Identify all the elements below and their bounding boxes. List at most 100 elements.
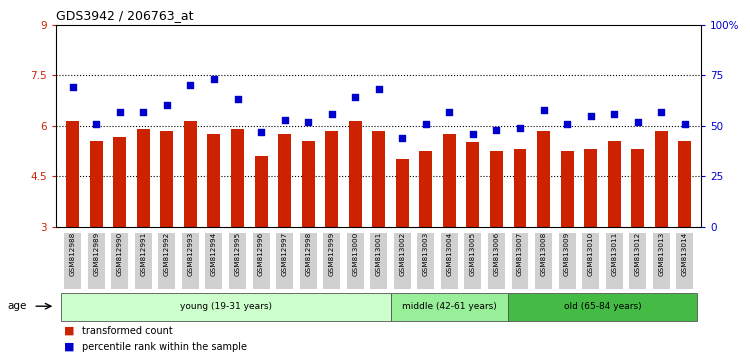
Point xyxy=(184,82,196,88)
FancyBboxPatch shape xyxy=(559,233,575,289)
Bar xyxy=(372,131,386,227)
Point xyxy=(350,95,361,100)
Point xyxy=(443,109,455,114)
Text: GSM812996: GSM812996 xyxy=(258,232,264,276)
Bar xyxy=(560,151,574,227)
Text: young (19-31 years): young (19-31 years) xyxy=(180,302,272,311)
Text: percentile rank within the sample: percentile rank within the sample xyxy=(82,342,248,352)
FancyBboxPatch shape xyxy=(606,233,622,289)
Bar xyxy=(608,141,621,227)
Point xyxy=(490,127,502,132)
Bar xyxy=(208,134,220,227)
Bar xyxy=(655,131,668,227)
Text: GSM812991: GSM812991 xyxy=(140,232,146,276)
Point xyxy=(373,86,385,92)
FancyBboxPatch shape xyxy=(276,233,293,289)
FancyBboxPatch shape xyxy=(509,292,697,321)
Bar xyxy=(537,131,550,227)
Text: GSM813000: GSM813000 xyxy=(352,232,358,276)
FancyBboxPatch shape xyxy=(464,233,482,289)
FancyBboxPatch shape xyxy=(64,233,81,289)
Point xyxy=(67,85,79,90)
Bar xyxy=(678,141,692,227)
Text: GSM813002: GSM813002 xyxy=(399,232,405,276)
Point xyxy=(561,121,573,126)
Point xyxy=(161,103,173,108)
FancyBboxPatch shape xyxy=(370,233,387,289)
Text: GSM813013: GSM813013 xyxy=(658,232,664,276)
FancyBboxPatch shape xyxy=(253,233,269,289)
Text: GSM812990: GSM812990 xyxy=(117,232,123,276)
Bar xyxy=(632,149,644,227)
Text: GSM812992: GSM812992 xyxy=(164,232,170,276)
Text: ■: ■ xyxy=(64,326,74,336)
Point xyxy=(514,125,526,131)
Bar xyxy=(326,131,338,227)
FancyBboxPatch shape xyxy=(441,233,458,289)
Text: GSM813005: GSM813005 xyxy=(470,232,476,276)
FancyBboxPatch shape xyxy=(394,233,411,289)
Text: GSM812999: GSM812999 xyxy=(328,232,334,276)
Point xyxy=(538,107,550,112)
FancyBboxPatch shape xyxy=(111,233,128,289)
Text: old (65-84 years): old (65-84 years) xyxy=(563,302,641,311)
Text: GSM813011: GSM813011 xyxy=(611,232,617,276)
Point xyxy=(232,97,244,102)
FancyBboxPatch shape xyxy=(676,233,693,289)
Point xyxy=(632,119,644,125)
Text: GSM813008: GSM813008 xyxy=(541,232,547,276)
Bar xyxy=(113,137,126,227)
FancyBboxPatch shape xyxy=(488,233,505,289)
Bar xyxy=(136,129,150,227)
FancyBboxPatch shape xyxy=(229,233,246,289)
Bar xyxy=(278,134,291,227)
FancyBboxPatch shape xyxy=(323,233,340,289)
Text: GSM813004: GSM813004 xyxy=(446,232,452,276)
Point xyxy=(679,121,691,126)
Point xyxy=(302,119,314,125)
Point xyxy=(90,121,102,126)
FancyBboxPatch shape xyxy=(182,233,199,289)
FancyBboxPatch shape xyxy=(346,233,364,289)
Text: GSM812998: GSM812998 xyxy=(305,232,311,276)
Bar xyxy=(584,149,597,227)
Bar xyxy=(90,141,103,227)
FancyBboxPatch shape xyxy=(629,233,646,289)
Text: GSM812994: GSM812994 xyxy=(211,232,217,276)
Point xyxy=(278,117,290,122)
Bar xyxy=(160,131,173,227)
Bar xyxy=(254,156,268,227)
Text: GSM812995: GSM812995 xyxy=(235,232,241,276)
FancyBboxPatch shape xyxy=(417,233,434,289)
Text: GSM813007: GSM813007 xyxy=(517,232,523,276)
Bar xyxy=(396,159,409,227)
FancyBboxPatch shape xyxy=(158,233,176,289)
Point xyxy=(396,135,408,141)
Point xyxy=(467,131,479,137)
FancyBboxPatch shape xyxy=(391,292,508,321)
FancyBboxPatch shape xyxy=(535,233,552,289)
Bar xyxy=(443,134,456,227)
Text: GSM813010: GSM813010 xyxy=(587,232,593,276)
Text: GSM813001: GSM813001 xyxy=(376,232,382,276)
Point xyxy=(656,109,668,114)
Text: GSM813012: GSM813012 xyxy=(634,232,640,276)
Text: ■: ■ xyxy=(64,342,74,352)
Point xyxy=(114,109,126,114)
Point xyxy=(208,76,220,82)
Bar xyxy=(231,129,244,227)
Point xyxy=(420,121,432,126)
Point xyxy=(608,111,620,116)
FancyBboxPatch shape xyxy=(582,233,599,289)
FancyBboxPatch shape xyxy=(61,292,391,321)
Bar xyxy=(184,121,197,227)
Bar xyxy=(349,121,361,227)
Bar xyxy=(514,149,526,227)
Text: GSM813006: GSM813006 xyxy=(494,232,500,276)
Point xyxy=(255,129,267,135)
Text: GSM812997: GSM812997 xyxy=(281,232,287,276)
Text: GSM812993: GSM812993 xyxy=(188,232,194,276)
Point xyxy=(137,109,149,114)
FancyBboxPatch shape xyxy=(206,233,223,289)
FancyBboxPatch shape xyxy=(652,233,670,289)
